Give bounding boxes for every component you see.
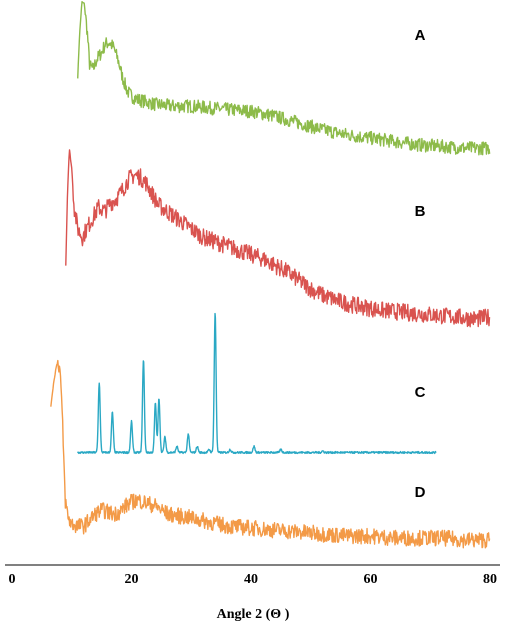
x-tick-label: 80	[483, 572, 497, 587]
series-line-d	[50, 359, 491, 549]
series-line-c	[77, 312, 437, 455]
x-tick-label: 40	[244, 572, 258, 587]
x-axis-title: Angle 2 (Θ )	[217, 607, 290, 622]
x-tick-label: 60	[364, 572, 378, 587]
x-tick-label: 0	[9, 572, 16, 587]
series-line-b	[65, 149, 491, 328]
series-layer	[50, 0, 491, 549]
series-label-b: B	[415, 203, 426, 220]
series-line-a	[77, 0, 491, 156]
series-label-a: A	[415, 27, 426, 44]
x-tick-label: 20	[125, 572, 139, 587]
series-labels: A B C D	[415, 27, 426, 501]
x-tick-labels: 0 20 40 60 80	[9, 572, 498, 587]
series-label-d: D	[415, 484, 426, 501]
series-label-c: C	[415, 384, 426, 401]
